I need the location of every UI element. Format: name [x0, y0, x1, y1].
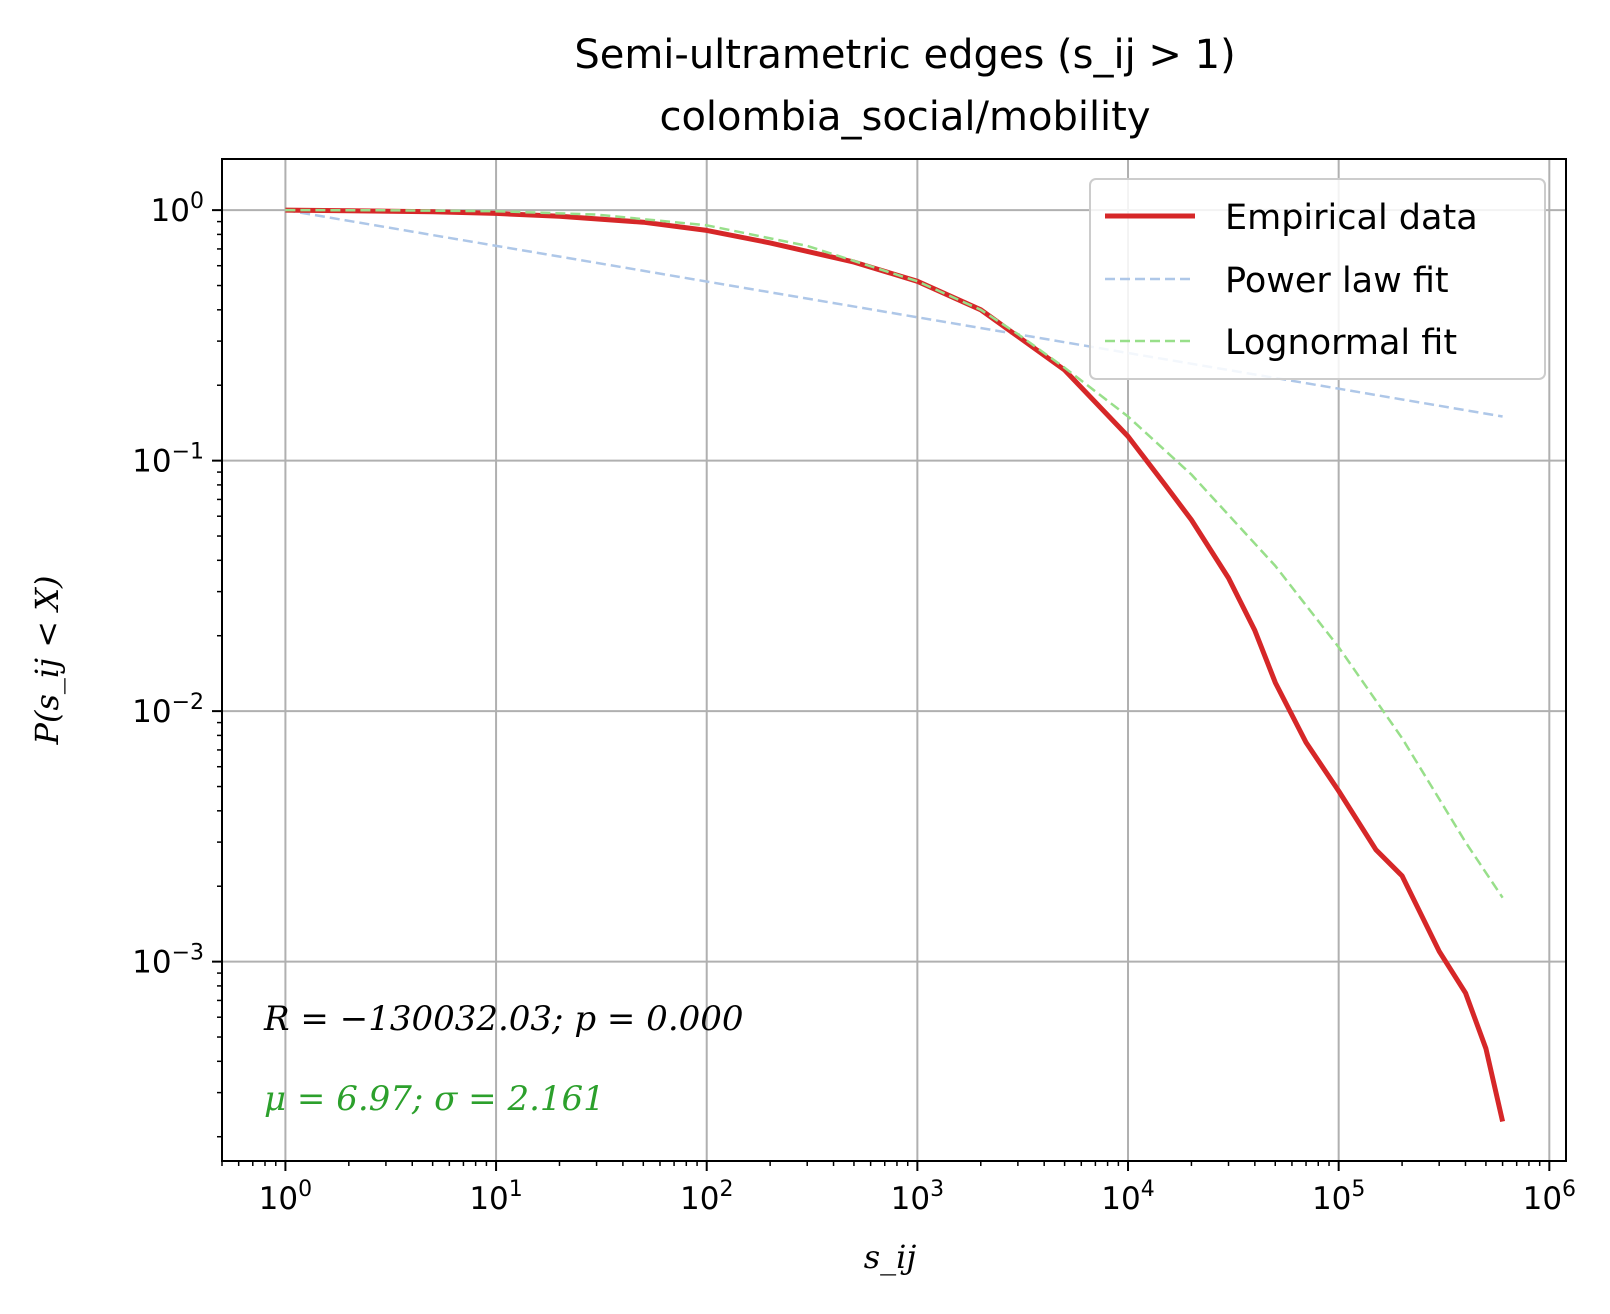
- series-empirical-data: [285, 207, 1506, 1123]
- chart-title: Semi-ultrametric edges (s_ij > 1): [574, 32, 1235, 78]
- y-axis-label: P(s_ij < X): [28, 575, 66, 745]
- x-tick-label: 100: [259, 1177, 312, 1217]
- y-tick-label: 100: [151, 189, 204, 229]
- legend-box: [1089, 178, 1546, 380]
- x-tick-label: 102: [680, 1177, 733, 1217]
- legend-label-lognormal: Lognormal fit: [1225, 323, 1457, 363]
- x-tick-label: 101: [469, 1177, 522, 1217]
- y-axis-ticks: 100 10−1 10−2 10−3: [132, 189, 222, 1138]
- x-tick-label: 106: [1523, 1177, 1576, 1217]
- plot-series: [285, 207, 1506, 1123]
- plot-frame: [221, 158, 1567, 1162]
- annotation-mu-sigma: μ = 6.97; σ = 2.161: [264, 1079, 605, 1119]
- legend-label-power-law: Power law fit: [1225, 261, 1449, 301]
- y-tick-label: 10−1: [132, 440, 204, 480]
- annotation-r-p: R = −130032.03; p = 0.000: [263, 999, 744, 1039]
- x-axis-label: s_ij: [864, 1238, 917, 1276]
- x-tick-label: 105: [1312, 1177, 1365, 1217]
- chart-subtitle: colombia_social/mobility: [659, 94, 1150, 140]
- y-tick-label: 10−3: [132, 941, 204, 981]
- x-tick-label: 103: [891, 1177, 944, 1217]
- series-lognormal-fit: [285, 208, 1504, 899]
- x-axis-ticks: 100 101 102 103 104 105 106: [221, 1161, 1576, 1217]
- y-tick-label: 10−2: [132, 690, 204, 730]
- legend-label-empirical: Empirical data: [1225, 198, 1478, 238]
- legend: Empirical data Power law fit Lognormal f…: [1089, 178, 1546, 380]
- series-power-law-fit: [285, 208, 1503, 418]
- x-tick-label: 104: [1101, 1177, 1154, 1217]
